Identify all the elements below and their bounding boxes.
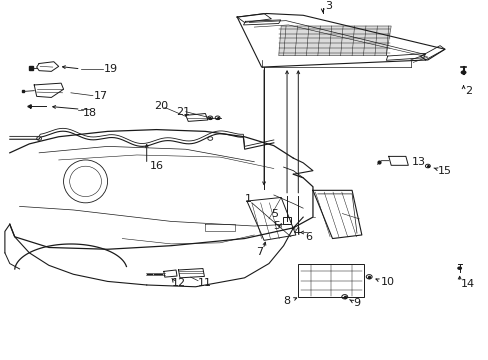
Text: 8: 8 [282, 296, 289, 306]
Text: 17: 17 [94, 91, 108, 102]
Text: 18: 18 [83, 108, 97, 118]
Text: 15: 15 [437, 166, 451, 176]
Text: 6: 6 [305, 232, 312, 242]
Text: 7: 7 [256, 247, 263, 257]
Text: 20: 20 [154, 102, 168, 111]
Text: 5: 5 [273, 221, 280, 231]
Text: 16: 16 [150, 161, 164, 171]
Bar [298, 264, 364, 297]
Text: 13: 13 [411, 157, 426, 167]
Text: 2: 2 [465, 86, 472, 96]
Text: 10: 10 [380, 277, 394, 287]
Text: 5: 5 [270, 209, 277, 219]
Ellipse shape [63, 160, 107, 203]
Text: 12: 12 [172, 278, 186, 288]
Text: 21: 21 [176, 107, 190, 117]
Text: 9: 9 [353, 298, 360, 308]
Text: 4: 4 [293, 227, 300, 237]
Ellipse shape [69, 166, 102, 197]
Text: 1: 1 [244, 194, 251, 204]
Bar [282, 217, 291, 224]
Circle shape [460, 70, 466, 75]
Text: 11: 11 [198, 278, 212, 288]
Text: 3: 3 [325, 1, 331, 11]
Circle shape [456, 266, 461, 270]
Polygon shape [278, 26, 390, 56]
Text: 19: 19 [103, 64, 118, 74]
Text: 14: 14 [460, 279, 474, 289]
